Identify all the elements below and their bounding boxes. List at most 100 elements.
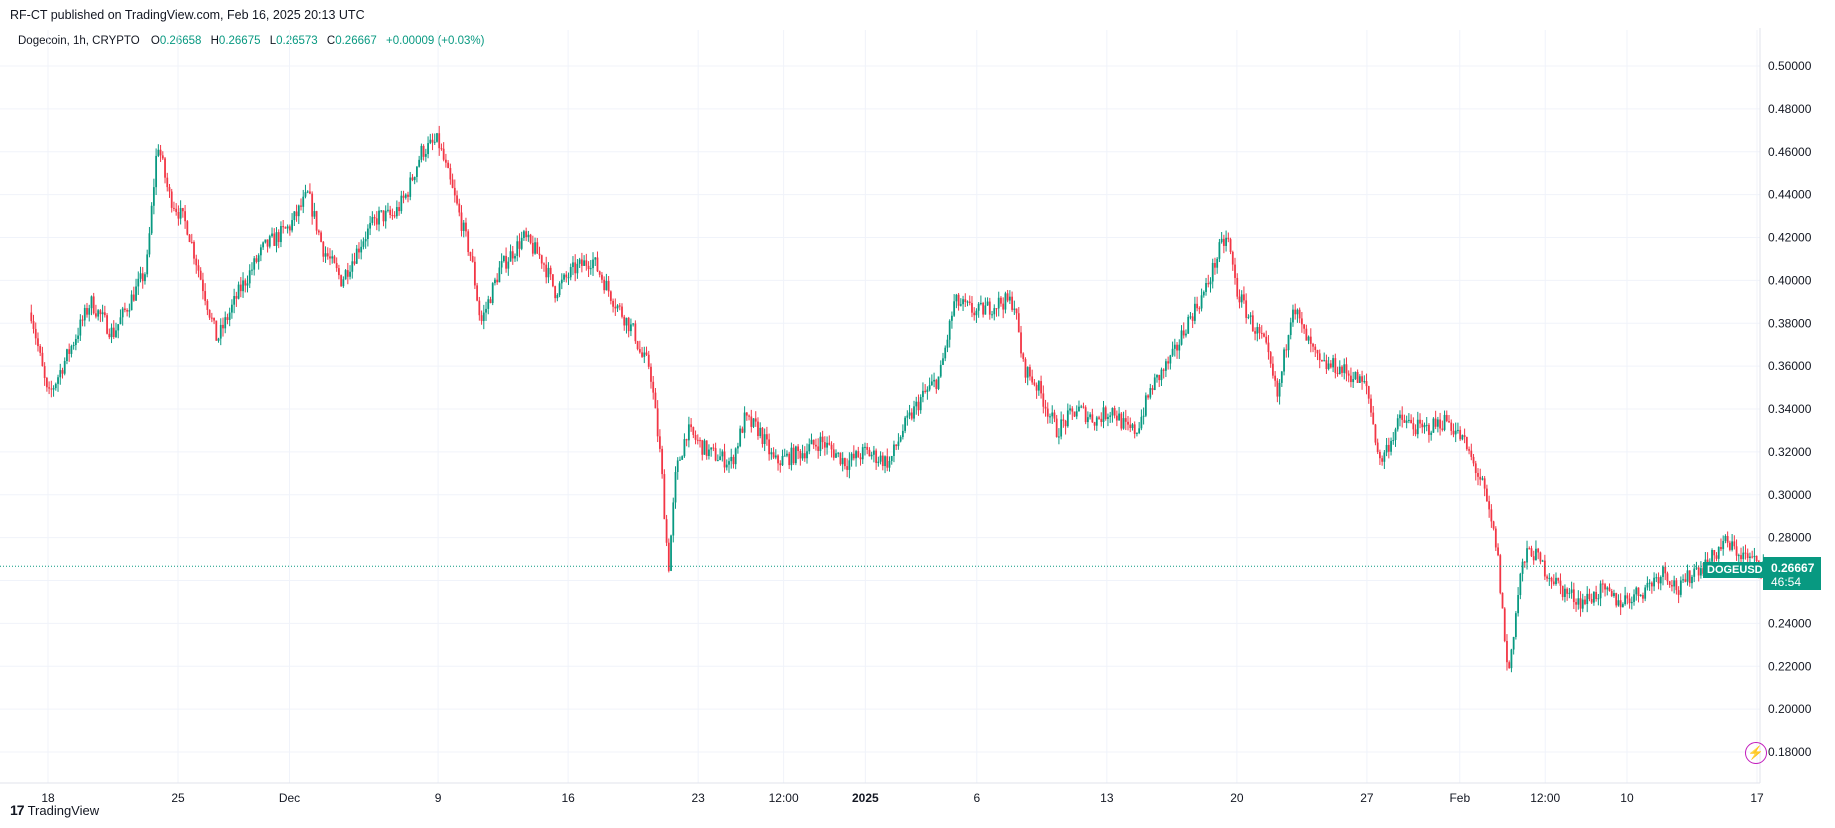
candle-body: [239, 284, 242, 292]
candle-body: [1214, 262, 1216, 268]
candle-body: [369, 222, 372, 229]
candle-body: [808, 444, 811, 452]
candle-body: [1316, 349, 1319, 354]
candle-body: [41, 352, 44, 367]
candle-body: [335, 262, 338, 269]
candle-body: [1746, 553, 1749, 559]
candle-body: [634, 323, 637, 342]
x-tick-label: 20: [1230, 791, 1244, 805]
candle-body: [373, 217, 376, 219]
candle-body: [1300, 318, 1303, 325]
candle-body: [502, 255, 505, 262]
candle-body: [148, 233, 151, 255]
candle-body: [139, 273, 142, 279]
candle-body: [253, 258, 256, 270]
candle-body: [583, 260, 586, 266]
candle-body: [288, 226, 291, 231]
candle-body: [955, 294, 958, 302]
candle-body: [511, 251, 514, 259]
candle-body: [638, 349, 641, 353]
candle-body: [1089, 414, 1092, 418]
candle-body: [1682, 579, 1684, 581]
candle-body: [137, 278, 140, 287]
candle-body: [988, 301, 991, 315]
candle-body: [393, 215, 396, 217]
candle-body: [687, 424, 690, 441]
candle-body: [1026, 367, 1029, 378]
candle-body: [1113, 408, 1116, 416]
candle-body: [752, 418, 755, 427]
candle-body: [569, 267, 572, 278]
x-tick-label: 23: [691, 791, 705, 805]
candle-body: [757, 421, 759, 437]
y-tick-label: 0.40000: [1768, 273, 1812, 287]
candle-body: [630, 324, 632, 332]
candle-body: [351, 261, 354, 272]
candle-body: [975, 310, 978, 316]
candle-body: [1000, 297, 1002, 304]
candle-body: [1637, 587, 1640, 596]
bar-countdown: 46:54: [1771, 575, 1802, 589]
candle-body: [509, 251, 512, 262]
candle-body: [157, 149, 160, 156]
open-label: O: [150, 35, 160, 47]
candle-body: [68, 349, 71, 354]
candle-body: [1675, 580, 1678, 591]
candle-body: [944, 347, 947, 359]
candle-body: [1017, 313, 1020, 333]
candle-body: [1115, 415, 1118, 421]
candle-body: [574, 262, 577, 274]
candle-body: [1367, 386, 1370, 399]
candle-body: [1575, 602, 1577, 605]
candle-body: [115, 330, 117, 338]
candle-body: [1004, 293, 1007, 310]
candle-body: [1497, 547, 1499, 556]
candle-body: [1312, 343, 1314, 347]
candle-body: [828, 442, 831, 445]
candle-body: [1064, 420, 1067, 427]
candle-body: [536, 242, 539, 254]
candle-body: [1537, 548, 1540, 553]
candle-body: [45, 377, 48, 388]
candle-body: [1595, 591, 1598, 599]
candle-body: [1283, 349, 1285, 372]
lightning-bolt-icon[interactable]: ⚡: [1745, 742, 1767, 764]
candle-body: [745, 412, 748, 416]
candle-body: [832, 449, 835, 458]
candle-body: [1011, 296, 1013, 310]
candle-body: [1207, 283, 1210, 285]
candle-body: [904, 417, 907, 431]
candle-body: [886, 456, 889, 468]
candle-body: [964, 299, 967, 302]
tradingview-brand[interactable]: 17 TradingView: [10, 802, 99, 818]
change-value: +0.00009 (+0.03%): [385, 35, 485, 47]
candle-body: [1740, 555, 1742, 560]
candle-body: [1550, 577, 1553, 582]
candle-body: [516, 241, 519, 256]
candle-body: [699, 440, 701, 442]
candle-body: [763, 434, 766, 444]
candle-body: [1363, 381, 1366, 383]
candle-body: [1180, 330, 1183, 345]
candle-body: [692, 427, 695, 436]
candle-body: [431, 139, 434, 143]
candle-body: [353, 261, 356, 264]
candle-body: [1156, 374, 1158, 378]
candle-body: [1523, 561, 1526, 563]
candle-body: [716, 460, 719, 462]
candle-body: [1633, 594, 1635, 602]
candle-body: [794, 446, 797, 464]
candle-body: [130, 294, 133, 311]
candle-body: [1642, 595, 1644, 599]
candle-body: [1421, 423, 1424, 428]
candle-body: [810, 439, 813, 445]
candle-body: [81, 319, 84, 321]
y-tick-label: 0.30000: [1768, 488, 1812, 502]
candle-body: [1376, 442, 1379, 452]
candle-body: [893, 444, 895, 456]
candle-body: [1229, 239, 1232, 252]
candle-body: [1298, 309, 1301, 319]
candle-body: [473, 261, 476, 286]
candle-body: [1517, 595, 1520, 614]
